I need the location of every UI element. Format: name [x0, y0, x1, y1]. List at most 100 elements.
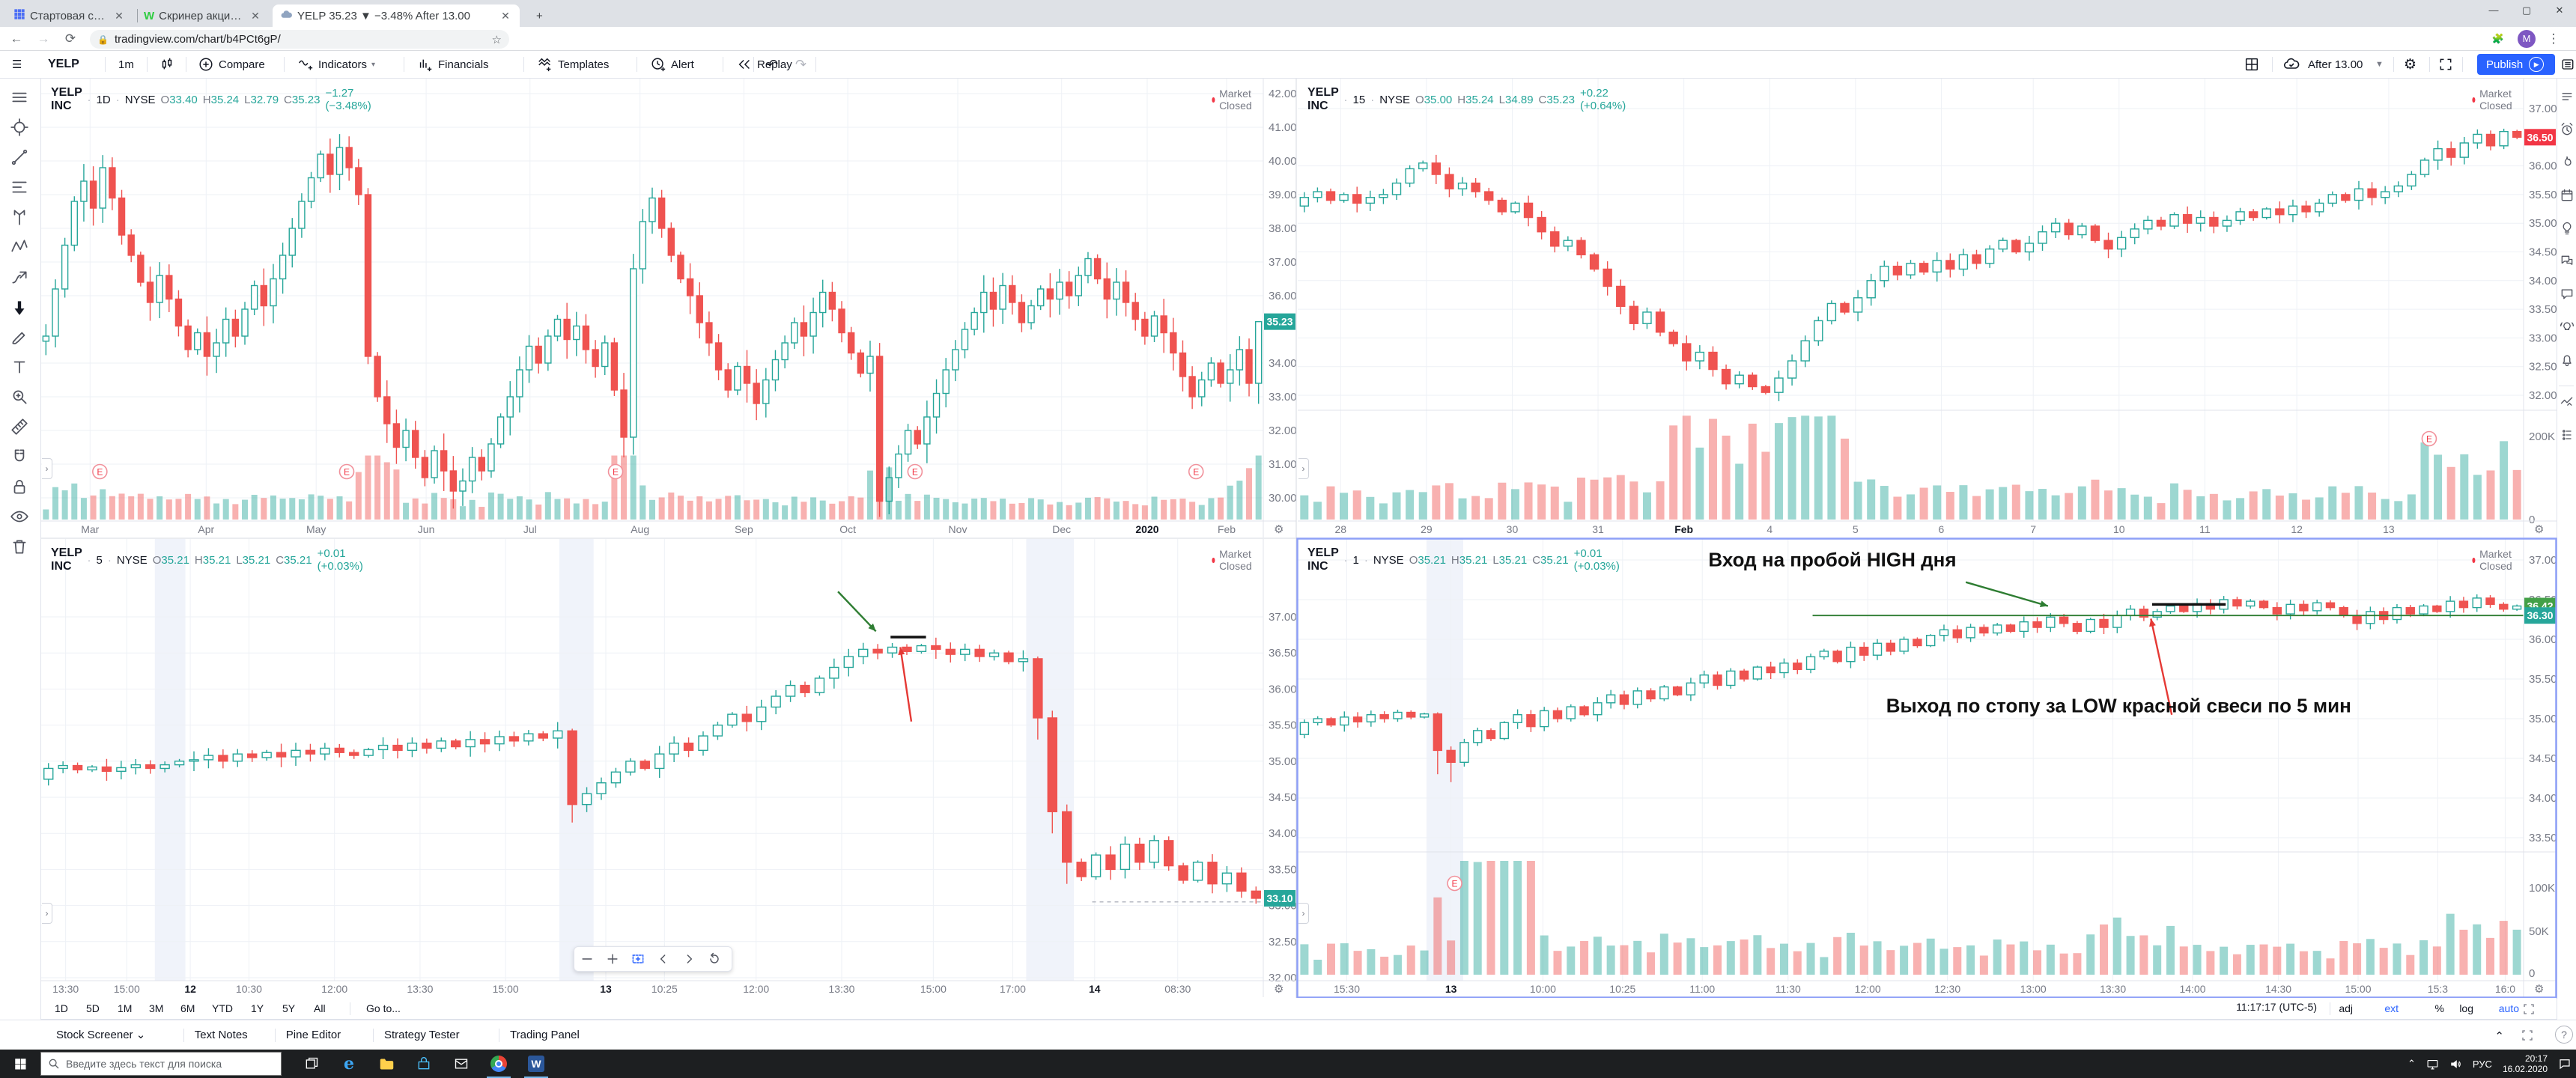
publish-menu-icon[interactable]: ▶ [2529, 57, 2545, 72]
zoom-icon[interactable] [10, 387, 31, 408]
timezone-gear-icon[interactable]: ⚙ [2534, 523, 2545, 536]
minimize-icon[interactable]: — [2488, 4, 2499, 16]
scroll-right-icon[interactable] [676, 947, 702, 971]
magnet-icon[interactable] [10, 447, 31, 468]
new-tab-button[interactable]: + [536, 9, 543, 22]
reload-icon[interactable]: ⟳ [64, 31, 76, 46]
range-5y-button[interactable]: 5Y [282, 1002, 296, 1014]
pane-expander-icon[interactable]: › [1298, 903, 1309, 924]
panel-tab-pine-editor[interactable]: Pine Editor [285, 1029, 341, 1041]
taskbar-explorer-icon[interactable] [368, 1050, 404, 1078]
chart-type-icon[interactable] [159, 51, 175, 78]
action-center-icon[interactable] [2558, 1057, 2572, 1071]
trend-line-icon[interactable] [10, 147, 31, 168]
watchlist-icon[interactable] [2560, 89, 2575, 104]
network-icon[interactable] [2426, 1058, 2439, 1071]
range-ytd-button[interactable]: YTD [212, 1002, 233, 1014]
language-indicator[interactable]: РУС [2472, 1058, 2492, 1070]
panel-collapse-icon[interactable]: ⌃ [2494, 1030, 2504, 1043]
chart-header-m5[interactable]: YELP INC · 5 · NYSE O35.21 H35.21 L35.21 C35.21 +… [51, 546, 363, 573]
arrow-mark-icon[interactable] [10, 297, 31, 318]
cloud-save-icon[interactable] [2282, 51, 2300, 78]
extension-puzzle-icon[interactable]: 🧩 [2491, 33, 2505, 44]
speaker-icon[interactable] [2449, 1058, 2462, 1071]
undo-icon[interactable]: ↶ [767, 56, 779, 72]
layout-caret-icon[interactable]: ▼ [2375, 60, 2384, 69]
taskbar-search-input[interactable]: Введите здесь текст для поиска [40, 1052, 282, 1076]
range-6m-button[interactable]: 6M [180, 1002, 195, 1014]
tab-close-icon[interactable]: ✕ [115, 10, 124, 22]
scale-auto-button[interactable]: auto [2498, 1002, 2519, 1014]
reset-scale-icon[interactable] [625, 947, 651, 971]
forecast-icon[interactable] [10, 267, 31, 288]
toolbar-templates-button[interactable]: Templates [537, 51, 609, 78]
taskbar-store-icon[interactable] [406, 1050, 442, 1078]
alerts-clock-icon[interactable] [2560, 122, 2575, 137]
tab-close-icon[interactable]: ✕ [251, 10, 260, 22]
range-1y-button[interactable]: 1Y [251, 1002, 264, 1014]
panel-tab-trading-panel[interactable]: Trading Panel [510, 1029, 580, 1041]
toolbar-financials-button[interactable]: Financials [417, 51, 489, 78]
private-ch-icon[interactable] [2560, 287, 2575, 302]
timezone-gear-icon[interactable]: ⚙ [1274, 523, 1284, 536]
public-chats-icon[interactable] [2560, 254, 2575, 269]
object-tree-icon[interactable] [2560, 395, 2575, 409]
taskbar-task-view-icon[interactable] [294, 1050, 329, 1078]
url-text[interactable]: tradingview.com/chart/b4PCt6gP/ [114, 33, 281, 46]
fullscreen-icon[interactable] [2438, 51, 2453, 78]
redo-icon[interactable]: ↷ [795, 56, 807, 72]
url-field[interactable]: 🔒 tradingview.com/chart/b4PCt6gP/ ☆ [90, 30, 509, 49]
panel-tab-stock-screener[interactable]: Stock Screener ⌄ [56, 1029, 146, 1041]
chart-header-m15[interactable]: YELP INC · 15 · NYSE O35.00 H35.24 L34.89 C35.23… [1307, 86, 1626, 112]
chart-header-m1[interactable]: YELP INC · 1 · NYSE O35.21 H35.21 L35.21 C35.21 +… [1307, 546, 1620, 573]
lock-icon[interactable] [10, 477, 31, 498]
range-1d-button[interactable]: 1D [55, 1002, 68, 1014]
settings-gear-icon[interactable]: ⚙ [2404, 56, 2417, 73]
reset-icon[interactable] [702, 947, 727, 971]
panel-tab-strategy-tester[interactable]: Strategy Tester [384, 1029, 460, 1041]
close-window-icon[interactable]: ✕ [2555, 4, 2564, 16]
cursor-icon[interactable] [10, 118, 31, 138]
trash-icon[interactable] [10, 537, 31, 558]
interval-button[interactable]: 1m [118, 58, 134, 71]
browser-tab-0[interactable]: Стартовая страница - визуальн✕ [6, 4, 133, 27]
fib-retracement-icon[interactable] [10, 177, 31, 198]
tv-menu-icon[interactable]: ☰ [12, 58, 22, 71]
zoom-out-icon[interactable] [574, 947, 600, 971]
zoom-in-icon[interactable] [600, 947, 625, 971]
timezone-gear-icon[interactable]: ⚙ [2534, 983, 2545, 996]
axis-fullscreen-icon[interactable] [2522, 1001, 2536, 1017]
layout-name-button[interactable]: After 13.00 [2308, 58, 2363, 71]
symbol-button[interactable]: YELP [48, 58, 79, 70]
notifications-bell-icon[interactable] [2560, 353, 2575, 368]
data-window-icon[interactable] [2560, 427, 2575, 442]
taskbar-word-icon[interactable]: W [518, 1050, 554, 1078]
menu-icon[interactable] [10, 88, 31, 109]
goto-button[interactable]: Go to... [366, 1002, 401, 1014]
chart-clock[interactable]: 11:17:17 (UTC-5) [2236, 1001, 2317, 1013]
brush-icon[interactable] [10, 327, 31, 348]
measure-icon[interactable] [10, 417, 31, 438]
bookmark-star-icon[interactable]: ☆ [491, 33, 502, 46]
toolbar-compare-button[interactable]: Compare [198, 51, 265, 78]
eye-icon[interactable] [10, 507, 31, 528]
range-all-button[interactable]: All [314, 1002, 326, 1014]
profile-avatar[interactable]: M [2518, 30, 2536, 48]
scale-log-button[interactable]: log [2459, 1002, 2473, 1014]
scale-%-button[interactable]: % [2434, 1002, 2444, 1014]
text-icon[interactable] [10, 357, 31, 378]
scale-adj-button[interactable]: adj [2339, 1002, 2353, 1014]
pane-expander-icon[interactable]: › [42, 458, 52, 479]
range-1m-button[interactable]: 1M [118, 1002, 133, 1014]
maximize-icon[interactable]: ▢ [2521, 4, 2532, 16]
tray-chevron-icon[interactable]: ⌃ [2407, 1058, 2416, 1069]
panel-tab-text-notes[interactable]: Text Notes [194, 1029, 248, 1041]
start-button[interactable] [0, 1050, 40, 1078]
pane-expander-icon[interactable]: › [42, 903, 52, 924]
scale-ext-button[interactable]: ext [2384, 1002, 2399, 1014]
toolbar-replay-button[interactable]: Replay [736, 51, 792, 78]
toolbar-alert-button[interactable]: Alert [650, 51, 694, 78]
ideas-bulb-icon[interactable] [2560, 221, 2575, 236]
back-icon[interactable]: ← [10, 31, 23, 46]
